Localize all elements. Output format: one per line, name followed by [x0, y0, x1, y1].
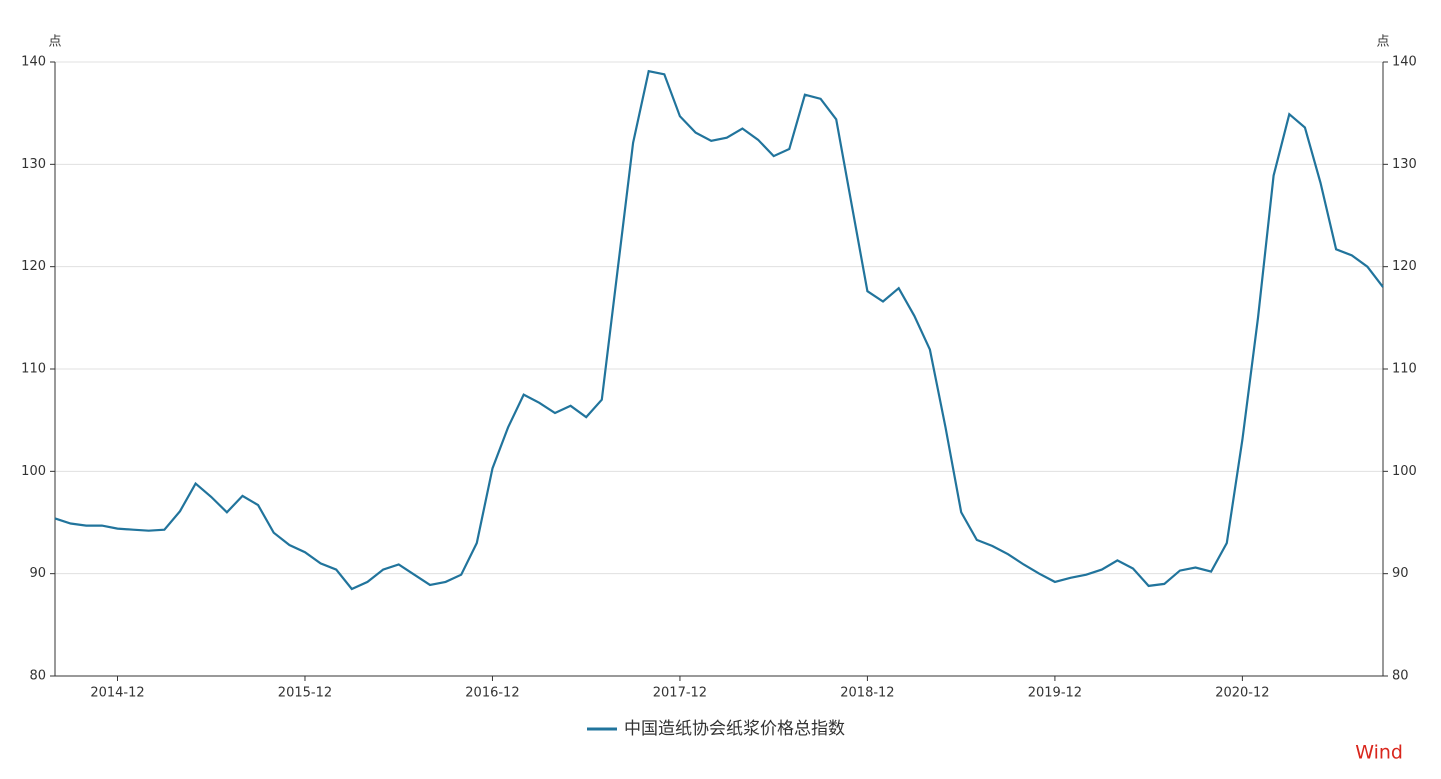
y-tick-label: 130: [21, 157, 46, 172]
x-tick-label: 2019-12: [1028, 686, 1082, 701]
y-tick-label: 90: [29, 566, 46, 581]
y2-tick-label: 80: [1392, 669, 1409, 684]
y-axis-unit: 点: [48, 35, 61, 50]
y2-tick-label: 110: [1392, 362, 1417, 377]
legend-label: 中国造纸协会纸浆价格总指数: [624, 719, 845, 739]
x-tick-label: 2015-12: [278, 686, 332, 701]
y2-tick-label: 140: [1392, 55, 1417, 70]
line: [54, 69, 1384, 591]
y2-tick-label: 100: [1392, 464, 1417, 479]
y-tick-label: 100: [21, 464, 46, 479]
y2-axis-unit: 点: [1376, 35, 1389, 50]
y-tick-label: 80: [29, 669, 46, 684]
y2-tick-label: 130: [1392, 157, 1417, 172]
x-tick-label: 2018-12: [840, 686, 894, 701]
x-tick-label: 2017-12: [653, 686, 707, 701]
y-tick-label: 110: [21, 362, 46, 377]
source-label: Wind: [1355, 742, 1403, 764]
x-tick-label: 2014-12: [90, 686, 144, 701]
y-tick-label: 120: [21, 259, 46, 274]
x-tick-label: 2016-12: [465, 686, 519, 701]
y-tick-label: 140: [21, 55, 46, 70]
x-tick-label: 2020-12: [1215, 686, 1269, 701]
y2-tick-label: 120: [1392, 259, 1417, 274]
y2-tick-label: 90: [1392, 566, 1409, 581]
